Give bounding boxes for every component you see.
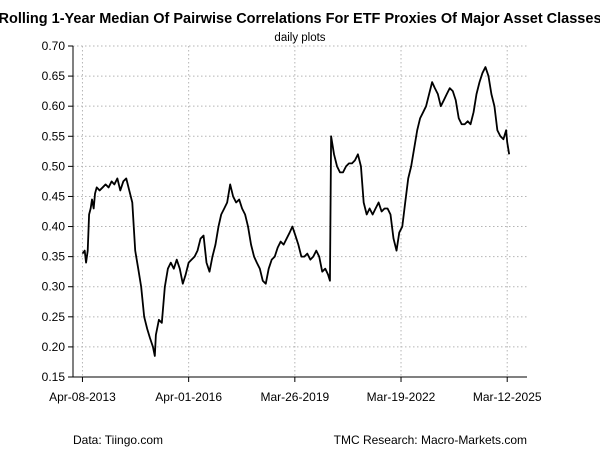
x-tick-label: Apr-01-2016 (155, 390, 222, 404)
y-tick-label: 0.35 (42, 250, 66, 264)
y-tick-label: 0.30 (42, 280, 66, 294)
x-axis: Apr-08-2013 Apr-01-2016 Mar-26-2019 Mar-19-… (49, 376, 542, 404)
y-tick-label: 0.65 (42, 69, 66, 83)
chart-title: Rolling 1-Year Median Of Pairwise Correl… (0, 11, 600, 27)
y-tick-label: 0.55 (42, 129, 66, 143)
data-source-caption: Data: Tiingo.com (73, 433, 163, 447)
y-tick-label: 0.40 (42, 220, 66, 234)
x-tick-label: Mar-12-2025 (473, 390, 542, 404)
series-line (81, 66, 511, 357)
y-tick-label: 0.25 (42, 310, 66, 324)
y-tick-label: 0.20 (42, 340, 66, 354)
y-tick-label: 0.45 (42, 189, 66, 203)
y-axis: 0.15 0.20 0.25 0.30 0.35 0.40 0.45 0.50 0.55 0.60… (42, 39, 74, 384)
grid (73, 45, 527, 378)
y-tick-label: 0.60 (42, 99, 66, 113)
chart-subtitle: daily plots (274, 32, 325, 44)
y-tick-label: 0.70 (42, 39, 66, 53)
y-tick-label: 0.50 (42, 159, 66, 173)
x-tick-label: Mar-26-2019 (260, 390, 329, 404)
x-tick-label: Apr-08-2013 (49, 390, 116, 404)
y-tick-label: 0.15 (42, 370, 66, 384)
research-credit-caption: TMC Research: Macro-Markets.com (334, 433, 527, 447)
x-tick-label: Mar-19-2022 (367, 390, 436, 404)
